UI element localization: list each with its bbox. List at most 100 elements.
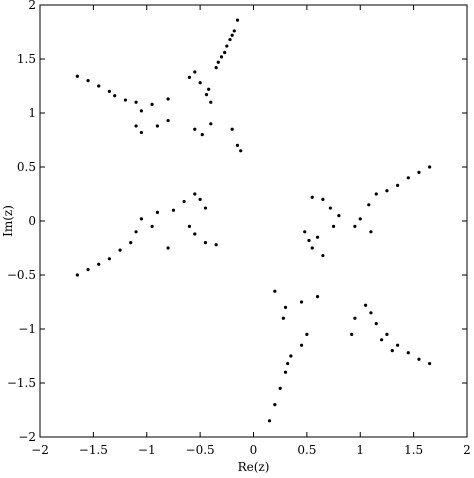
data-point xyxy=(358,217,362,221)
data-point xyxy=(374,322,378,326)
data-point xyxy=(380,338,384,342)
data-point xyxy=(417,357,421,361)
data-point xyxy=(198,197,202,201)
data-point xyxy=(216,60,220,64)
y-tick-labels: −2 −1.5 −1 −0.5 0 0.5 1 1.5 2 xyxy=(7,0,36,444)
data-point xyxy=(328,206,332,210)
data-point xyxy=(337,214,341,218)
data-point xyxy=(187,75,192,79)
data-point xyxy=(278,386,282,390)
x-tick-label: 1.5 xyxy=(404,443,423,457)
data-point xyxy=(198,81,202,85)
data-point xyxy=(321,253,325,258)
data-point xyxy=(139,109,144,113)
data-point xyxy=(390,349,394,353)
data-point xyxy=(406,176,410,180)
data-point xyxy=(396,343,400,347)
data-point xyxy=(107,257,111,261)
data-point xyxy=(321,197,325,201)
plot-frame xyxy=(39,4,468,438)
data-point xyxy=(204,93,209,97)
data-point xyxy=(107,89,111,93)
data-point xyxy=(193,127,197,131)
x-tick-label: −1 xyxy=(138,443,156,457)
x-tick-label: 0 xyxy=(250,443,258,457)
data-point xyxy=(75,273,79,277)
x-tick-label: −2 xyxy=(31,443,49,457)
data-point xyxy=(428,361,432,366)
data-point xyxy=(150,224,154,228)
data-point xyxy=(203,241,208,245)
data-point xyxy=(273,403,277,407)
data-point xyxy=(219,55,224,59)
data-point xyxy=(203,206,208,210)
data-point xyxy=(207,87,211,91)
data-point xyxy=(134,230,138,234)
data-point xyxy=(193,192,197,196)
data-point xyxy=(230,33,234,37)
y-tick-label: −0.5 xyxy=(7,268,36,282)
data-point xyxy=(223,50,227,55)
data-point xyxy=(299,343,304,347)
data-point xyxy=(97,262,101,266)
data-point xyxy=(283,305,288,309)
y-tick-label: 1 xyxy=(28,106,36,120)
data-point xyxy=(363,303,368,307)
data-point xyxy=(307,238,311,243)
y-tick-label: 1.5 xyxy=(17,52,36,66)
data-point xyxy=(209,100,213,104)
data-point xyxy=(155,210,160,214)
data-point xyxy=(139,130,144,135)
data-point xyxy=(310,246,314,250)
data-point xyxy=(86,79,90,83)
data-point xyxy=(166,97,170,101)
data-point xyxy=(187,224,192,228)
x-tick-label: 1 xyxy=(356,443,364,457)
y-tick-label: −2 xyxy=(18,430,36,444)
data-point xyxy=(350,332,354,336)
data-point xyxy=(228,37,232,42)
data-point xyxy=(369,311,373,315)
data-point xyxy=(286,361,290,366)
data-point xyxy=(113,94,117,98)
data-point xyxy=(273,289,277,293)
x-tick-label: 2 xyxy=(463,443,471,457)
data-point xyxy=(182,199,186,204)
data-point xyxy=(171,208,176,212)
data-point xyxy=(193,70,197,74)
data-point xyxy=(118,248,122,252)
data-point xyxy=(214,66,218,70)
y-tick-label: −1 xyxy=(18,322,36,336)
scatter-points xyxy=(75,18,432,423)
data-point xyxy=(353,316,357,320)
data-point xyxy=(166,246,170,250)
data-point xyxy=(232,29,236,33)
data-point xyxy=(214,243,218,247)
data-point xyxy=(367,203,371,207)
data-point xyxy=(129,241,133,245)
data-point xyxy=(289,354,293,358)
data-point xyxy=(230,127,234,131)
data-point xyxy=(305,332,309,336)
data-point xyxy=(200,133,204,137)
data-point xyxy=(239,149,243,153)
x-tick-label: −1.5 xyxy=(79,443,108,457)
data-point xyxy=(123,98,127,102)
data-point xyxy=(331,224,336,228)
data-point xyxy=(75,74,79,78)
data-point xyxy=(193,232,197,236)
data-point xyxy=(315,235,320,239)
data-point xyxy=(139,217,144,221)
y-tick-label: 2 xyxy=(28,0,36,12)
y-tick-label: −1.5 xyxy=(7,376,36,390)
data-point xyxy=(315,295,320,299)
data-point xyxy=(281,316,285,320)
data-point xyxy=(134,124,138,128)
data-point xyxy=(235,18,240,22)
data-point xyxy=(299,300,304,304)
y-tick-label: 0 xyxy=(28,214,36,228)
data-point xyxy=(406,351,410,355)
data-point xyxy=(86,268,90,272)
data-point xyxy=(134,100,138,104)
